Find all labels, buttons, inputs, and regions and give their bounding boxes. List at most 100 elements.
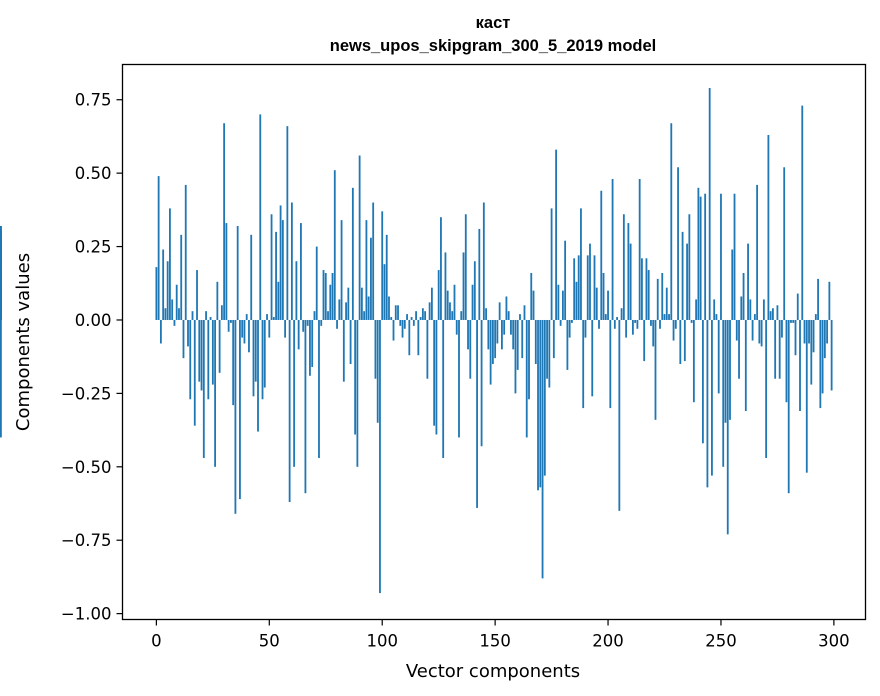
bar <box>810 319 813 385</box>
bar <box>207 319 210 400</box>
x-tick-label: 150 <box>479 632 511 651</box>
bar <box>435 319 438 435</box>
bar <box>277 281 280 320</box>
bar <box>523 305 526 320</box>
bar <box>776 305 779 320</box>
bar <box>557 284 560 320</box>
bar <box>376 319 379 423</box>
bar <box>340 220 343 320</box>
bar <box>720 193 722 320</box>
bar <box>347 287 350 320</box>
bar <box>467 319 469 350</box>
bar <box>489 319 492 385</box>
bar <box>272 317 275 320</box>
bar <box>428 302 431 320</box>
bar <box>740 296 743 320</box>
bar <box>458 319 460 438</box>
bar <box>159 319 162 344</box>
bar <box>643 319 646 362</box>
bar <box>318 319 320 458</box>
bar <box>774 319 777 379</box>
bar <box>586 255 589 320</box>
bar <box>171 299 174 320</box>
bar <box>227 319 230 332</box>
bar <box>155 267 158 320</box>
bar <box>731 249 734 320</box>
bar <box>333 170 336 320</box>
bar <box>0 319 2 438</box>
chart-subtitle: news_upos_skipgram_300_5_2019 model <box>330 37 657 55</box>
bar <box>826 319 829 344</box>
bar <box>613 319 616 329</box>
bar <box>473 261 476 320</box>
bar <box>598 319 600 329</box>
bar <box>692 319 695 403</box>
bar <box>381 211 384 320</box>
bar <box>796 293 799 320</box>
bar <box>184 184 187 320</box>
bar <box>582 319 585 409</box>
bar <box>189 319 192 400</box>
bar <box>514 319 517 394</box>
bar <box>410 317 413 320</box>
bar <box>304 319 307 494</box>
bar <box>697 187 700 320</box>
bar <box>814 314 817 320</box>
bar <box>790 319 792 323</box>
bar <box>476 319 478 508</box>
bar <box>270 214 273 320</box>
bar <box>421 308 424 320</box>
bar <box>530 272 533 320</box>
bar <box>519 314 521 320</box>
bar <box>701 319 704 444</box>
bar <box>726 319 729 535</box>
bar <box>232 319 235 406</box>
bar <box>166 261 169 320</box>
bar <box>794 319 797 356</box>
bar <box>446 290 449 320</box>
bar <box>541 319 544 579</box>
bar <box>584 319 587 338</box>
y-tick-label: −1.00 <box>61 605 112 624</box>
x-tick-label: 50 <box>259 632 280 651</box>
bar <box>735 319 738 341</box>
bar <box>670 123 673 320</box>
bar <box>704 193 707 320</box>
bar <box>424 311 427 320</box>
bar <box>521 319 524 359</box>
bar <box>625 319 628 338</box>
bar <box>812 319 815 353</box>
bar <box>306 319 309 326</box>
bar <box>534 319 537 365</box>
bar <box>327 311 329 320</box>
bar <box>760 319 763 347</box>
bar <box>164 308 167 320</box>
bar <box>453 284 456 320</box>
bar <box>724 319 727 423</box>
bar <box>205 311 207 320</box>
bar <box>284 319 287 338</box>
bar <box>708 87 711 320</box>
bar <box>248 319 250 353</box>
bar <box>223 123 226 320</box>
bar <box>496 319 499 344</box>
bar <box>403 319 406 329</box>
bar <box>616 317 618 320</box>
bar <box>591 319 594 397</box>
bar <box>324 272 327 320</box>
bar <box>799 319 801 412</box>
bar <box>532 290 535 320</box>
bar <box>363 311 366 320</box>
bar <box>385 234 388 320</box>
bar <box>462 252 465 320</box>
bar <box>568 319 571 338</box>
bar <box>711 319 713 476</box>
bar <box>261 319 264 400</box>
bar <box>738 319 740 379</box>
bar <box>365 220 368 320</box>
bar <box>555 149 558 320</box>
y-axis: −1.00 −0.75 −0.50 −0.25 0.00 0.25 0.50 0.75 <box>61 91 123 624</box>
bar <box>510 319 512 335</box>
bar <box>302 319 305 332</box>
